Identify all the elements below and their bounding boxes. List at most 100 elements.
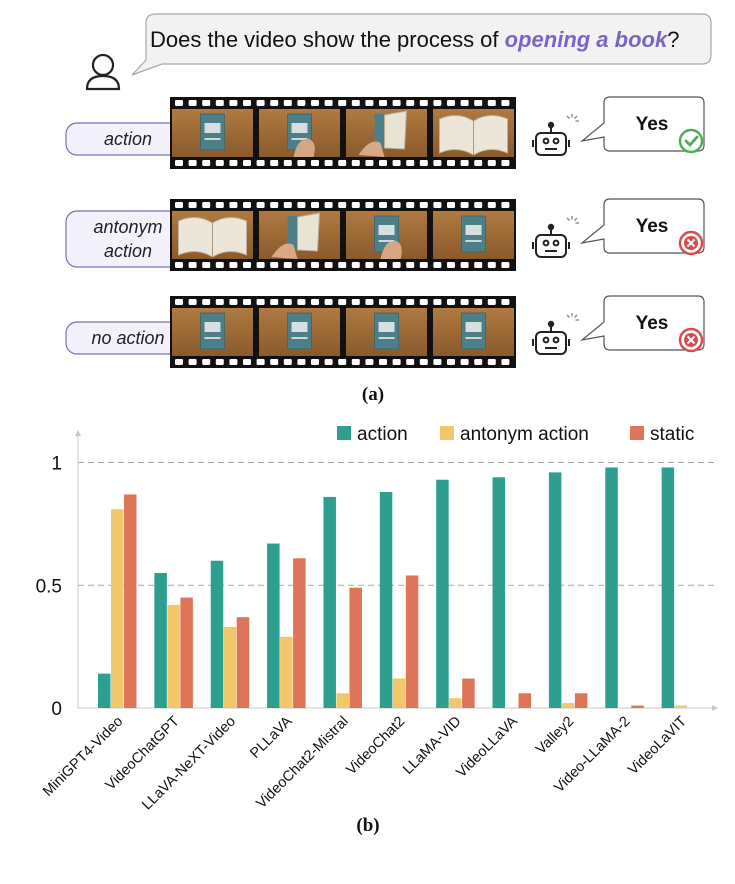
sprocket-hole [406,100,415,106]
sprocket-hole [215,299,224,305]
book-title-line [378,337,395,339]
bar-antonym-action [392,678,406,708]
video-frame [346,211,427,259]
sprocket-hole [243,359,251,365]
bar-action [154,573,167,708]
answer-bubble-shape [579,198,705,254]
robot-eye [552,239,560,247]
sprocket-hole [283,202,292,208]
sprocket-hole [392,299,401,305]
sprocket-hole [202,202,211,208]
sprocket-hole [392,100,401,106]
sprocket-hole [351,299,360,305]
sprocket-hole [460,160,469,166]
sprocket-hole [419,359,428,365]
sprocket-hole [229,359,238,365]
x-tick-label: LLaVA-NeXT-Video [139,714,239,814]
check-mark [684,135,699,148]
bar-action [379,492,393,708]
video-frame [433,308,514,356]
sprocket-hole [433,100,442,106]
answer-bubble-shape [579,96,705,152]
sprocket-hole [447,160,455,166]
sprocket-hole [297,262,306,268]
answer-bubble: Yes [579,295,705,351]
sprocket-hole [215,359,224,365]
y-tick-label: 1 [51,454,62,475]
sprocket-hole [351,100,360,106]
sprocket-hole [379,160,387,166]
sprocket-hole [297,100,306,106]
sprocket-hole [283,100,292,106]
book-title-line [465,240,482,242]
sprocket-hole [229,202,238,208]
question-bubble: Does the video show the process of openi… [131,13,712,76]
hand [271,243,298,259]
hand [293,138,315,157]
sprocket-hole [392,262,401,268]
legend-entry: static [630,424,694,445]
robot-head [535,331,567,355]
sprocket-hole [419,202,428,208]
sprocket-hole [243,202,251,208]
loading-tick [573,115,578,120]
bar-action [605,467,618,708]
book-picture [378,225,395,235]
robot-icon [532,121,570,156]
loading-tick [566,115,571,120]
sprocket-hole [270,100,279,106]
x-tick-label: PLLaVA [247,713,295,761]
answer-text: Yes [636,313,669,334]
sprocket-hole [297,202,306,208]
loading-icon [566,216,579,224]
book-picture [378,322,395,332]
sprocket-hole [324,160,333,166]
cross-mark [686,238,696,248]
book-title-line [291,138,308,140]
book-picture [291,322,308,332]
x-axis-arrow [712,705,718,711]
sprocket-hole [474,299,483,305]
sprocket-hole [188,202,197,208]
x-tick-label: VideoChat2 [343,714,408,779]
robot-eye [552,137,560,145]
sprocket-hole [229,299,238,305]
sprocket-hole [338,160,347,166]
x-tick-label: VideoLLaVA [453,713,521,781]
sprocket-hole [501,202,510,208]
sprocket-hole [487,262,496,268]
sprocket-hole [433,359,442,365]
sprocket-hole [188,299,197,305]
film-strip [170,296,516,368]
bar-antonym-action [167,604,180,708]
sprocket-hole [324,299,333,305]
video-rows: action Yes antonym action Yes no action Yes [65,96,705,368]
check-circle [678,128,704,154]
sprocket-hole [351,359,360,365]
book-picture [465,322,482,332]
video-frame [172,109,253,157]
robot-eye [552,336,560,344]
bar-action [661,467,675,708]
bar-static [462,678,475,708]
robot-antenna-tip [547,223,555,231]
sprocket-hole [215,262,224,268]
sprocket-hole [202,262,211,268]
robot-eye [542,336,550,344]
sprocket-hole [202,160,211,166]
robot-head [535,132,567,156]
cross-mark [686,335,696,345]
sprocket-hole [365,299,374,305]
sprocket-hole [460,202,469,208]
robot-eye [542,137,550,145]
book-page [297,212,321,252]
sprocket-hole [283,359,292,365]
svg-text:Does the video show the proces: Does the video show the process of openi… [150,27,679,52]
sprocket-hole [229,262,238,268]
sprocket-hole [202,100,211,106]
loading-icon [566,313,579,321]
book-title-line [465,337,482,339]
sprocket-hole [474,359,483,365]
bar-antonym-action [223,627,237,708]
sprocket-hole [447,100,455,106]
